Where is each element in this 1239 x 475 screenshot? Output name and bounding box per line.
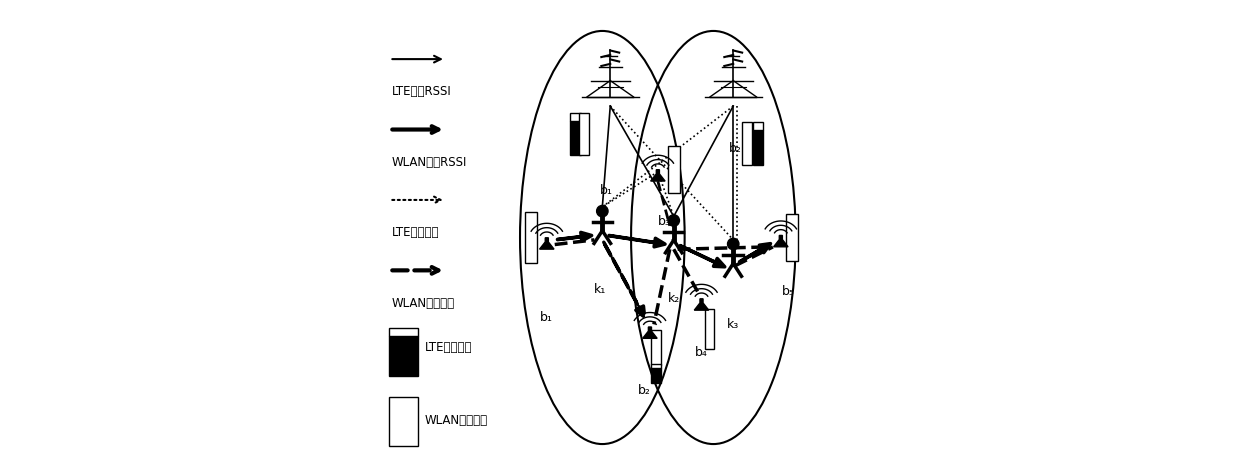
Text: k₃: k₃ [727, 318, 740, 331]
Text: b₂: b₂ [729, 142, 742, 155]
Text: WLAN网统RSSI: WLAN网统RSSI [392, 156, 467, 169]
Text: LTE网统RSSI: LTE网统RSSI [392, 86, 451, 98]
Bar [752, 130, 763, 165]
Bar [668, 146, 680, 193]
Polygon shape [643, 327, 657, 338]
Bar [742, 123, 752, 165]
FancyArrowPatch shape [558, 232, 592, 241]
Text: k₂: k₂ [668, 292, 680, 305]
Text: b₅: b₅ [782, 285, 795, 298]
Polygon shape [539, 238, 554, 249]
FancyArrowPatch shape [680, 246, 725, 267]
Text: LTE网统时延: LTE网统时延 [392, 226, 440, 239]
Text: b₁: b₁ [540, 311, 554, 324]
Circle shape [727, 238, 738, 250]
Text: b₁: b₁ [600, 184, 613, 197]
Bar [579, 113, 589, 155]
Bar [752, 123, 763, 130]
Circle shape [597, 205, 608, 217]
Bar [570, 121, 581, 155]
FancyArrowPatch shape [603, 242, 644, 317]
Polygon shape [694, 299, 709, 310]
Text: WLAN网络容量: WLAN网络容量 [425, 414, 488, 427]
Bar [786, 214, 798, 261]
Bar [389, 397, 418, 446]
Bar [705, 309, 714, 349]
Bar [650, 368, 662, 383]
Text: b₄: b₄ [695, 346, 707, 359]
Text: WLAN网统时延: WLAN网统时延 [392, 297, 455, 310]
Text: k₁: k₁ [593, 283, 606, 295]
Bar [389, 328, 418, 336]
Text: LTE网络容量: LTE网络容量 [425, 342, 472, 354]
Bar [570, 113, 581, 121]
FancyArrowPatch shape [740, 244, 771, 262]
Polygon shape [773, 236, 788, 247]
Bar [650, 364, 662, 368]
Polygon shape [650, 170, 665, 181]
Bar [389, 336, 418, 376]
Circle shape [668, 215, 679, 226]
Text: b₂: b₂ [638, 384, 650, 397]
Bar [650, 330, 662, 365]
Text: b₃: b₃ [658, 215, 670, 228]
FancyArrowPatch shape [610, 236, 665, 247]
Bar [525, 212, 536, 263]
